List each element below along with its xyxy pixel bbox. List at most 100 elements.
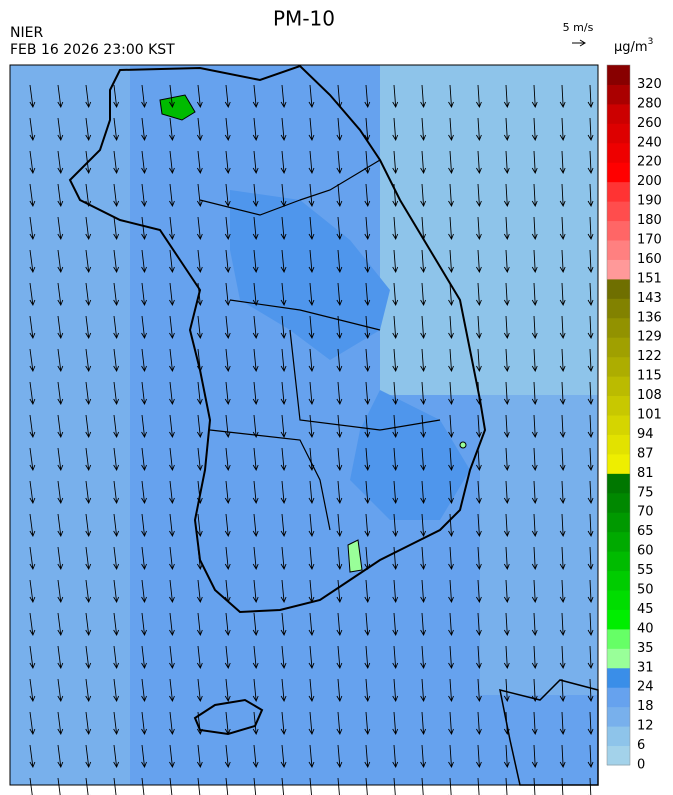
wind-arrow — [169, 447, 175, 472]
colorbar-label: 75 — [637, 485, 654, 500]
colorbar-segment — [607, 181, 630, 202]
wind-arrow — [113, 579, 120, 604]
wind-arrow — [476, 282, 482, 307]
wind-arrow — [169, 348, 175, 373]
wind-arrow — [392, 414, 399, 439]
wind-arrow — [224, 117, 231, 142]
wind-arrow — [503, 249, 510, 274]
wind-arrow — [308, 777, 314, 795]
wind-arrow — [503, 579, 510, 604]
colorbar-label: 55 — [637, 563, 654, 578]
wind-arrow — [559, 480, 566, 505]
wind-arrow — [587, 678, 594, 703]
wind-arrow — [141, 744, 147, 769]
colorbar-label: 40 — [637, 621, 654, 636]
wind-arrow — [587, 150, 594, 175]
colorbar-segment — [607, 201, 630, 222]
wind-arrow — [57, 579, 64, 604]
wind-arrow — [29, 282, 36, 307]
colorbar-segment — [607, 492, 630, 513]
wind-arrow — [85, 249, 92, 274]
wind-arrow — [364, 150, 371, 175]
wind-arrow — [364, 744, 371, 769]
wind-arrow — [503, 315, 510, 340]
wind-arrow — [225, 777, 231, 795]
wind-arrow — [448, 381, 454, 406]
wind-arrow — [588, 777, 594, 795]
colorbar-frame — [606, 64, 631, 766]
wind-arrow — [196, 579, 203, 604]
wind-arrow — [280, 414, 287, 439]
wind-arrow — [224, 414, 231, 439]
wind-arrow — [57, 183, 64, 208]
jeju-island — [193, 698, 264, 736]
wind-arrow — [141, 216, 147, 241]
wind-arrow — [169, 216, 175, 241]
wind-arrow — [308, 282, 315, 307]
hotspot-south — [347, 539, 363, 573]
wind-arrow — [503, 117, 510, 142]
wind-arrow — [29, 348, 36, 373]
wind-arrow — [224, 513, 231, 538]
wind-arrow — [336, 546, 343, 571]
wind-arrow — [196, 414, 203, 439]
colorbar-segment — [607, 220, 630, 241]
wind-arrow — [280, 480, 287, 505]
wind-arrow — [559, 513, 566, 538]
wind-arrow — [448, 678, 454, 703]
wind-arrow — [224, 84, 231, 109]
wind-arrow — [587, 612, 594, 637]
wind-arrow — [280, 546, 287, 571]
wind-arrow — [196, 513, 203, 538]
wind-arrow — [476, 513, 482, 538]
wind-arrow — [308, 183, 315, 208]
wind-arrow — [141, 150, 147, 175]
wind-arrow — [57, 84, 64, 109]
wind-arrow — [280, 117, 287, 142]
wind-arrow — [448, 84, 454, 109]
colorbar-label: 6 — [637, 738, 645, 753]
colorbar-label: 31 — [637, 660, 654, 675]
timestamp: FEB 16 2026 23:00 KST — [10, 42, 175, 58]
wind-arrow — [85, 777, 91, 795]
wind-arrow — [29, 711, 36, 736]
wind-arrow — [531, 117, 538, 142]
wind-arrow — [113, 744, 120, 769]
wind-arrow — [280, 579, 287, 604]
colorbar-segment — [607, 745, 630, 766]
wind-arrow — [420, 183, 427, 208]
wind-arrow — [531, 150, 538, 175]
wind-arrow — [560, 777, 566, 795]
wind-arrow — [29, 216, 36, 241]
wind-arrow — [308, 150, 315, 175]
wind-arrow — [85, 216, 92, 241]
wind-arrow — [29, 480, 36, 505]
wind-arrow — [448, 777, 454, 795]
wind-arrow — [364, 117, 371, 142]
wind-arrow — [559, 447, 566, 472]
wind-arrow — [587, 645, 594, 670]
wind-arrow — [420, 480, 427, 505]
wind-arrow — [141, 612, 147, 637]
wind-arrow — [57, 678, 64, 703]
wind-arrow — [559, 150, 566, 175]
wind-arrow — [224, 645, 231, 670]
wind-arrow — [420, 777, 426, 795]
wind-arrow — [196, 678, 203, 703]
wind-arrow — [559, 612, 566, 637]
wind-arrow — [169, 513, 175, 538]
wind-arrow — [448, 315, 454, 340]
wind-arrow — [280, 150, 287, 175]
wind-arrow — [448, 282, 454, 307]
wind-arrow — [280, 381, 287, 406]
wind-arrow — [113, 249, 120, 274]
west-sea-field — [10, 65, 130, 785]
wind-arrow — [587, 579, 594, 604]
wind-arrow — [85, 414, 92, 439]
wind-arrow — [336, 447, 343, 472]
wind-arrow — [531, 348, 538, 373]
wind-arrow — [503, 84, 510, 109]
wind-arrow — [531, 414, 538, 439]
wind-arrow — [280, 711, 287, 736]
wind-arrow — [392, 711, 399, 736]
